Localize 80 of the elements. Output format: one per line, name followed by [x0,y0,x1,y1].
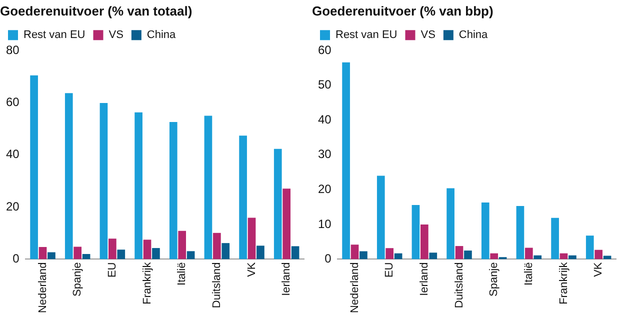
bar [429,252,438,260]
bar [204,116,212,260]
bar [38,246,47,260]
bar [412,204,420,260]
y-tick-label: 40 [6,147,20,162]
chart-title: Goederenuitvoer (% van bbp) [312,3,494,18]
bar [143,240,152,260]
bar [464,250,472,260]
bar [525,248,533,260]
bar [82,254,90,260]
bar [169,122,178,260]
bar [74,246,82,260]
y-tick-label: 10 [318,216,332,231]
bar [222,243,230,260]
x-tick-label: Nederland [36,262,49,314]
bar [446,188,454,260]
y-tick-label: 20 [318,182,332,196]
y-tick-label: 60 [6,95,20,110]
bar [186,251,195,260]
y-tick-label: 40 [318,112,332,126]
bar [594,250,603,260]
bar [213,232,221,260]
x-tick-label: Duitsland [210,262,223,308]
bar [376,176,385,260]
y-tick-label: 30 [318,147,332,162]
bar [481,202,490,260]
x-tick-label: Italië [176,262,188,286]
chart-title: Goederenuitvoer (% van totaal) [0,3,192,18]
legend-label: Rest van EU [24,29,86,42]
bar [586,236,594,260]
legend-label: China [146,29,177,42]
bar [152,248,160,260]
bar [360,251,368,260]
bar [534,255,542,260]
y-tick-label: 80 [6,42,20,57]
bar [516,206,524,260]
y-tick-label: 20 [6,199,20,214]
x-tick-label: VK [592,262,605,277]
bar [420,224,428,260]
x-tick-label: Ierland [280,262,293,296]
bar [291,246,300,260]
bar [386,248,394,260]
legend-label: Rest van EU [336,29,398,42]
x-tick-label: Ierland [418,262,430,296]
bar [274,148,282,260]
bar [30,75,38,260]
bar [256,246,264,260]
x-tick-label: Spanje [488,262,500,297]
x-tick-label: EU [106,262,118,278]
bar [350,244,359,260]
x-tick-label: Spanje [72,262,84,297]
y-tick-label: 0 [324,252,332,266]
bar [551,218,559,260]
y-tick-label: 0 [12,252,20,266]
bar [117,250,126,260]
bar [455,246,464,260]
bar [239,136,247,260]
bar [64,93,73,260]
bar [48,252,56,260]
bar [342,62,350,260]
bar [134,112,142,260]
y-tick-label: 50 [318,78,332,92]
legend-label: China [458,29,489,42]
bar [490,253,498,260]
x-tick-label: Duitsland [453,262,466,308]
bar [248,218,256,260]
legend-label: VS [108,29,124,42]
legend-label: VS [420,29,436,42]
x-tick-label: Frankrijk [558,262,570,304]
x-tick-label: Frankrijk [141,262,154,304]
x-tick-label: VK [246,262,258,277]
bar [568,255,576,260]
bar [282,188,291,260]
bar [100,103,108,260]
bar [178,230,186,260]
y-tick-label: 60 [318,42,332,57]
x-tick-label: Italië [522,262,535,286]
bar [108,238,116,260]
x-tick-label: EU [384,262,396,278]
x-tick-label: Nederland [348,262,361,314]
